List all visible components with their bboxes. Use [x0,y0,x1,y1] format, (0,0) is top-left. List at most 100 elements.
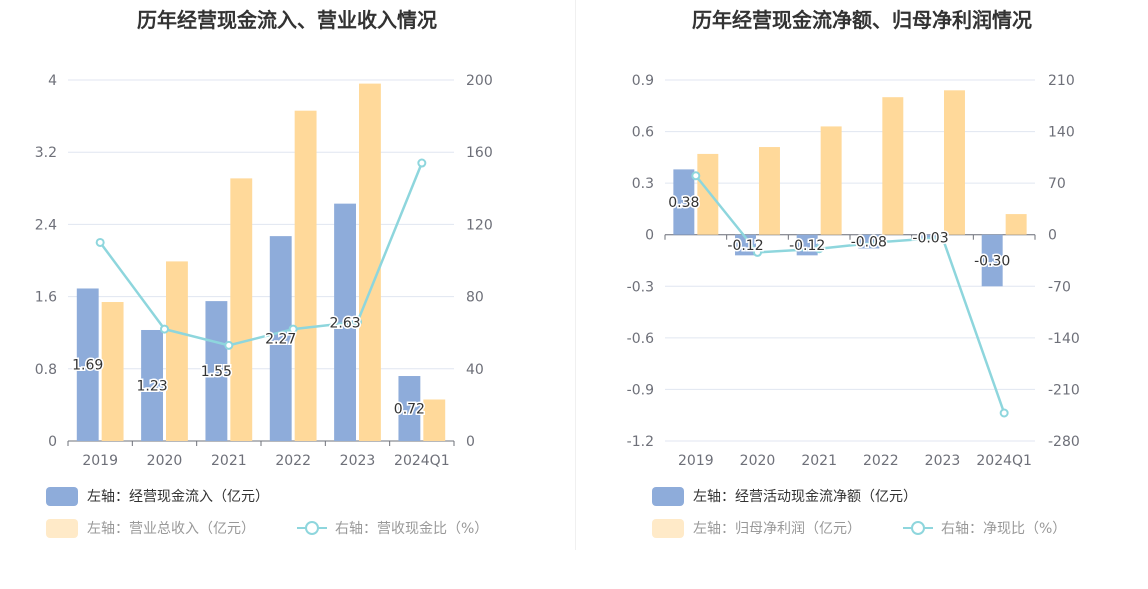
x-axis-category-label: 2021 [211,453,247,469]
legend-label-revenue: 左轴：营业总收入（亿元） [87,521,255,537]
bar-secondary [944,90,965,235]
left-axis-tick-label: 0.9 [632,73,654,89]
bar-secondary [359,83,381,442]
legend-label-cash-inflow: 左轴：经营现金流入（亿元） [87,489,269,505]
legend-label-net-profit: 左轴：归母净利润（亿元） [693,521,861,537]
chart-panel-right: 历年经营现金流净额、归母净利润情况 -1.2 -280 -0.9 -210 -0.6 -1… [576,0,1148,589]
ratio-line-point [95,237,105,247]
left-axis-tick-label: 2.4 [35,217,57,233]
right-axis-tick-label: -280 [1048,434,1080,450]
ratio-line-point [224,340,234,350]
ratio-line-point [938,233,947,243]
bar-secondary [759,147,780,235]
ratio-line-point [691,171,701,181]
ratio-line [99,162,423,347]
bar-data-label: -0.03 [912,230,948,246]
bar-secondary [101,302,124,441]
ratio-line [694,174,1006,414]
legend-item-revenue-cash-ratio[interactable]: 右轴：营收现金比（%） [297,518,488,538]
left-axis-tick-label: 0 [645,228,654,244]
legend-swatch-net-operating-cash [652,486,684,506]
bar-primary [269,236,292,441]
left-axis-tick-label: 0.8 [35,362,57,378]
right-axis-tick-label: 70 [1048,176,1066,192]
x-axis-category-label: 2023 [340,453,376,469]
right-axis-tick-label: 0 [466,434,475,450]
bar-data-label: 0.38 [668,195,699,211]
left-axis-tick-label: 4 [48,73,57,89]
x-axis-category-label: 2020 [740,453,776,469]
right-axis-tick-label: -140 [1048,331,1080,347]
left-axis-tick-label: -0.6 [627,331,654,347]
ratio-line-point [814,244,824,254]
right-axis-tick-label: 200 [466,73,493,89]
ratio-line-point [353,317,362,327]
x-axis-category-label: 2022 [863,453,899,469]
bar-primary [981,234,1003,287]
bar-data-label: -0.30 [974,254,1010,270]
left-axis-tick-label: 0 [48,434,57,450]
bar-primary [735,234,756,256]
bar-primary [673,169,695,235]
x-axis-category-label: 2021 [801,453,837,469]
legend-item-net-profit[interactable]: 左轴：归母净利润（亿元） [652,518,861,538]
bar-data-label: -0.08 [851,235,887,251]
right-axis-tick-label: 0 [1048,228,1057,244]
chart-title-right: 历年经营现金流净额、归母净利润情况 [692,8,1032,32]
left-axis-tick-label: -0.3 [627,279,654,295]
bar-secondary [1005,214,1027,235]
x-axis-category-label: 2019 [678,453,714,469]
bar-secondary [230,178,253,441]
legend-item-net-operating-cash[interactable]: 左轴：经营活动现金流净额（亿元） [652,486,917,506]
legend-item-net-cash-ratio[interactable]: 右轴：净现比（%） [903,518,1066,538]
bar-primary [205,301,228,441]
right-axis-tick-label: 160 [466,145,493,161]
ratio-line-point [876,237,886,247]
bar-data-label: -0.12 [789,238,825,254]
ratio-line-point [288,324,298,334]
x-axis-category-label: 2020 [147,453,183,469]
legend-swatch-revenue [46,518,78,538]
x-axis-category-label: 2019 [82,453,118,469]
chart-right-svg: -1.2 -280 -0.9 -210 -0.6 -140 -0.3 -70 0 0 0.3 70 0.… [627,73,1080,469]
legend-swatch-cash-inflow [46,486,78,506]
right-axis-tick-label: -70 [1048,279,1071,295]
right-axis-tick-label: 120 [466,217,493,233]
bar-data-label: 2.27 [265,332,296,348]
left-axis-tick-label: 1.6 [35,290,57,306]
bar-primary [76,288,99,441]
x-axis-category-label: 2022 [275,453,311,469]
left-axis-tick-label: 0.6 [632,125,654,141]
left-axis-tick-label: 0.3 [632,176,654,192]
panel-divider [575,0,576,550]
legend-swatch-net-profit [652,518,684,538]
bar-primary [141,329,163,441]
bar-data-label: 0.72 [394,402,425,418]
x-axis-category-label: 2024Q1 [394,453,450,469]
ratio-line-point [417,158,427,168]
right-axis-tick-label: 210 [1048,73,1075,89]
chart-panel-left: 历年经营现金流入、营业收入情况 0 0 0.8 40 1.6 80 2.4 120 3.2 160… [35,8,493,538]
bar-data-label: 1.69 [72,358,103,374]
chart-title-left: 历年经营现金流入、营业收入情况 [137,8,437,32]
legend-label-net-cash-ratio: 右轴：净现比（%） [941,521,1067,537]
left-axis-tick-label: 3.2 [35,145,57,161]
right-axis-tick-label: -210 [1048,382,1080,398]
right-axis-tick-label: 140 [1048,125,1075,141]
ratio-line-point [753,247,762,257]
legend-line-marker-icon [297,520,327,536]
ratio-line-point [999,408,1009,418]
right-axis-tick-label: 40 [466,362,484,378]
bar-secondary [166,261,188,441]
ratio-line-point [160,324,169,334]
bar-data-label: -0.12 [727,238,763,254]
bar-secondary [882,97,904,235]
legend-label-net-operating-cash: 左轴：经营活动现金流净额（亿元） [693,489,917,505]
legend-item-cash-inflow[interactable]: 左轴：经营现金流入（亿元） [46,486,269,506]
legend-item-revenue[interactable]: 左轴：营业总收入（亿元） [46,518,255,538]
x-axis-category-label: 2023 [925,453,961,469]
bar-secondary [294,110,317,441]
legend-line-marker-icon [903,520,933,536]
bar-secondary [820,126,842,235]
bar-data-label: 1.23 [136,378,167,394]
